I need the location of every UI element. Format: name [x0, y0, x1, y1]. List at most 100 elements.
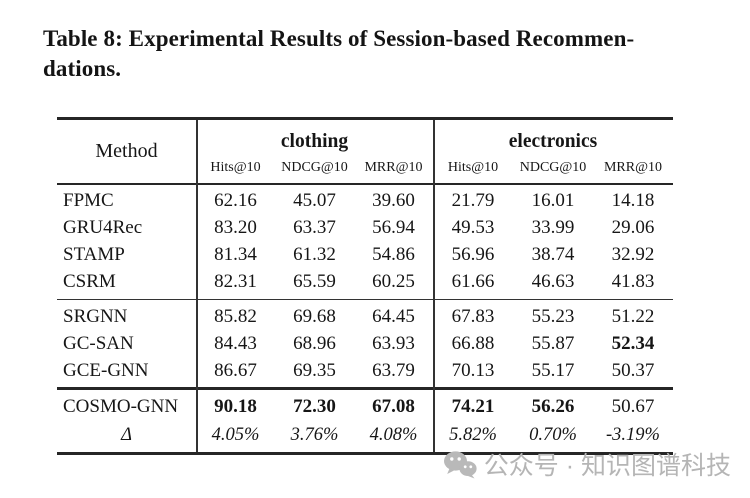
table-row-srgnn: SRGNN 85.82 69.68 64.45 67.83 55.23 51.2…	[57, 303, 673, 330]
value-cell-best: 67.08	[372, 396, 415, 417]
method-cell: STAMP	[63, 244, 125, 265]
value-cell: 66.88	[451, 332, 495, 354]
vertical-divider-2	[433, 120, 435, 452]
table-row-csrm: CSRM 82.31 65.59 60.25 61.66 46.63 41.83	[57, 269, 673, 296]
value-cell-best: 56.26	[531, 396, 575, 417]
table-row-fpmc: FPMC 62.16 45.07 39.60 21.79 16.01 14.18	[57, 188, 673, 215]
delta-cell: 4.08%	[369, 424, 418, 445]
delta-cell: -3.19%	[606, 424, 660, 445]
table-caption: Table 8: Experimental Results of Session…	[43, 24, 703, 84]
value-cell-best: 72.30	[293, 396, 336, 417]
value-cell: 56.96	[451, 244, 495, 265]
delta-cell: 4.05%	[211, 424, 260, 445]
value-cell: 21.79	[451, 190, 495, 211]
value-cell: 55.87	[531, 332, 575, 354]
col-header-electronics-ndcg: NDCG@10	[519, 160, 587, 175]
top-rule	[57, 117, 673, 120]
value-cell: 56.94	[372, 217, 415, 238]
col-header-electronics-hits: Hits@10	[447, 160, 499, 175]
section-baselines-2: SRGNN 85.82 69.68 64.45 67.83 55.23 51.2…	[57, 300, 673, 387]
value-cell: 45.07	[293, 190, 336, 211]
value-cell: 54.86	[372, 244, 415, 265]
vertical-divider-1	[196, 120, 198, 452]
value-cell: 16.01	[531, 190, 575, 211]
delta-cell: 3.76%	[290, 424, 339, 445]
method-cell: GC-SAN	[63, 332, 134, 354]
value-cell: 51.22	[611, 305, 655, 327]
table-row-gce-gnn: GCE-GNN 86.67 69.35 63.79 70.13 55.17 50…	[57, 357, 673, 384]
value-cell: 70.13	[451, 359, 495, 381]
bottom-rule	[57, 451, 673, 455]
value-cell: 64.45	[372, 305, 415, 327]
watermark-text: 公众号 · 知识图谱科技	[483, 452, 731, 480]
value-cell: 63.37	[293, 217, 336, 238]
value-cell: 68.96	[293, 332, 336, 354]
group-header-clothing: clothing	[280, 130, 349, 152]
value-cell: 61.66	[451, 271, 495, 292]
value-cell: 69.35	[293, 359, 336, 381]
value-cell: 83.20	[214, 217, 257, 238]
wechat-icon	[443, 450, 477, 479]
table-header: Method clothing electronics Hits@10 NDCG…	[57, 120, 673, 183]
value-cell: 86.67	[214, 359, 257, 381]
caption-line-2: dations.	[43, 56, 122, 81]
method-column-header: Method	[95, 139, 158, 162]
method-cell: GRU4Rec	[63, 217, 143, 238]
value-cell: 38.74	[531, 244, 575, 265]
value-cell-best: 52.34	[611, 332, 655, 354]
table-row-cosmo-gnn: COSMO-GNN 90.18 72.30 67.08 74.21 56.26 …	[57, 393, 673, 422]
value-cell-best: 90.18	[214, 396, 257, 417]
method-cell: CSRM	[63, 271, 116, 292]
value-cell: 67.83	[451, 305, 495, 327]
col-header-electronics-mrr: MRR@10	[603, 160, 663, 175]
value-cell: 85.82	[214, 305, 257, 327]
method-cell: SRGNN	[63, 305, 128, 327]
table-row-gru4rec: GRU4Rec 83.20 63.37 56.94 49.53 33.99 29…	[57, 215, 673, 242]
group-header-electronics: electronics	[508, 130, 598, 152]
value-cell: 29.06	[611, 217, 655, 238]
value-cell: 69.68	[293, 305, 336, 327]
delta-cell: 0.70%	[529, 424, 577, 445]
delta-cell: 5.82%	[449, 424, 497, 445]
section-baselines-1: FPMC 62.16 45.07 39.60 21.79 16.01 14.18…	[57, 185, 673, 299]
value-cell: 63.79	[372, 359, 415, 381]
col-header-clothing-mrr: MRR@10	[364, 160, 423, 175]
value-cell: 55.23	[531, 305, 575, 327]
value-cell: 55.17	[531, 359, 575, 381]
method-cell: GCE-GNN	[63, 359, 149, 381]
table-row-delta: Δ 4.05% 3.76% 4.08% 5.82% 0.70% -3.19%	[57, 422, 673, 449]
value-cell: 39.60	[372, 190, 415, 211]
value-cell: 65.59	[293, 271, 336, 292]
section-proposed: COSMO-GNN 90.18 72.30 67.08 74.21 56.26 …	[57, 390, 673, 452]
value-cell: 50.37	[611, 359, 655, 381]
table-row-stamp: STAMP 81.34 61.32 54.86 56.96 38.74 32.9…	[57, 242, 673, 269]
caption-line-1: Table 8: Experimental Results of Session…	[43, 26, 635, 51]
value-cell: 81.34	[214, 244, 257, 265]
value-cell: 63.93	[372, 332, 415, 354]
method-cell: COSMO-GNN	[63, 396, 179, 417]
value-cell: 62.16	[214, 190, 257, 211]
value-cell: 41.83	[611, 271, 655, 292]
value-cell: 61.32	[293, 244, 336, 265]
method-cell: FPMC	[63, 190, 114, 211]
value-cell: 49.53	[451, 217, 495, 238]
value-cell: 32.92	[611, 244, 655, 265]
value-cell-best: 74.21	[451, 396, 495, 417]
table-row-gc-san: GC-SAN 84.43 68.96 63.93 66.88 55.87 52.…	[57, 330, 673, 357]
watermark: 公众号 · 知识图谱科技	[443, 446, 731, 482]
value-cell: 60.25	[372, 271, 415, 292]
value-cell: 50.67	[611, 396, 655, 417]
value-cell: 46.63	[531, 271, 575, 292]
mid-rule-2	[57, 387, 673, 390]
mid-rule-1	[57, 298, 673, 300]
header-rule	[57, 182, 673, 185]
value-cell: 33.99	[531, 217, 575, 238]
method-cell-delta: Δ	[121, 424, 132, 445]
results-table: Method clothing electronics Hits@10 NDCG…	[57, 117, 673, 455]
value-cell: 14.18	[611, 190, 655, 211]
value-cell: 82.31	[214, 271, 257, 292]
value-cell: 84.43	[214, 332, 257, 354]
col-header-clothing-ndcg: NDCG@10	[281, 160, 348, 175]
col-header-clothing-hits: Hits@10	[210, 160, 261, 175]
